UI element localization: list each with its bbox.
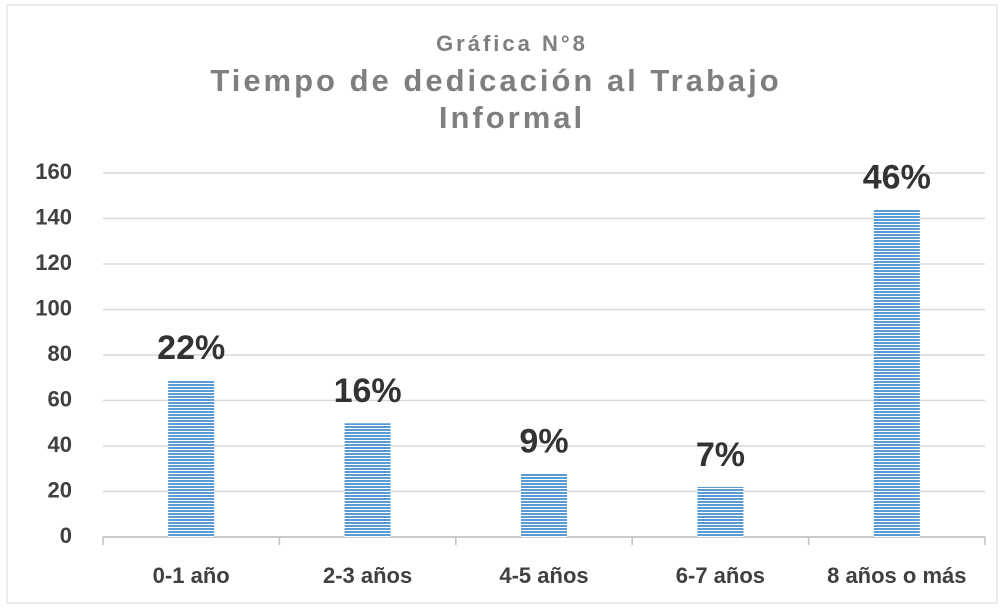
y-tick-label: 60 [48,386,72,411]
bar [344,423,391,537]
bar [521,473,567,537]
data-label: 46% [863,158,931,196]
chart-title: Gráfica N°8 [436,31,588,56]
x-tick-label: 2-3 años [323,563,412,588]
data-label: 9% [519,422,568,460]
chart-title: Informal [439,100,585,135]
y-tick-label: 160 [35,159,72,184]
bar [697,486,744,537]
y-tick-label: 0 [60,523,72,548]
data-label: 22% [157,329,225,367]
y-tick-label: 20 [48,477,72,502]
y-tick-label: 120 [35,250,72,275]
chart-title: Tiempo de dedicación al Trabajo [210,63,781,98]
y-tick-label: 80 [48,341,72,366]
y-tick-label: 140 [35,204,72,229]
bar [168,380,215,537]
x-tick-label: 4-5 años [499,563,588,588]
data-label: 7% [696,436,745,474]
data-label: 16% [334,372,402,410]
x-tick-label: 6-7 años [676,563,765,588]
y-tick-label: 100 [35,295,72,320]
y-tick-label: 40 [48,432,72,457]
x-tick-label: 8 años o más [827,563,966,588]
x-tick-label: 0-1 año [153,563,230,588]
bar [873,209,920,537]
